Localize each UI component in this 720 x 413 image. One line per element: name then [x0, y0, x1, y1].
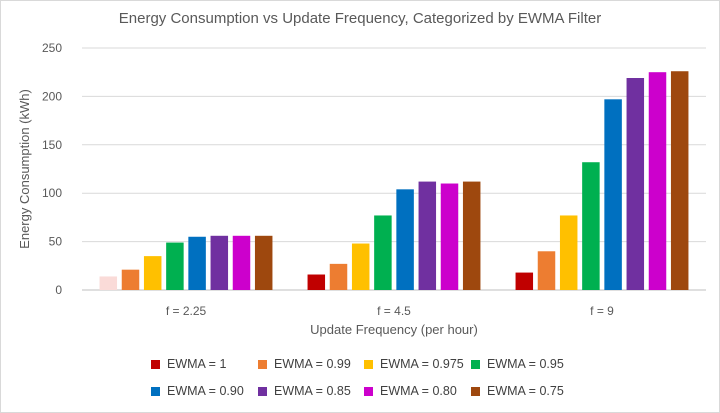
- y-tick-label: 200: [42, 89, 62, 103]
- legend-label: EWMA = 0.75: [487, 384, 564, 398]
- bar: [559, 215, 578, 290]
- x-tick-label: f = 2.25: [166, 304, 207, 318]
- legend-swatch: [258, 360, 267, 369]
- bar: [166, 242, 184, 290]
- y-tick-label: 250: [42, 41, 62, 55]
- legend-label: EWMA = 0.80: [380, 384, 457, 398]
- bar: [329, 263, 348, 290]
- bar: [670, 71, 689, 291]
- legend-swatch: [471, 360, 480, 369]
- bar: [515, 272, 534, 290]
- x-tick-label: f = 4.5: [377, 304, 411, 318]
- y-tick-label: 150: [42, 138, 62, 152]
- legend-label: EWMA = 0.99: [274, 357, 351, 371]
- bar: [462, 181, 481, 290]
- y-tick-label: 0: [55, 283, 62, 297]
- legend-item: EWMA = 0.85: [258, 384, 351, 398]
- legend-swatch: [471, 387, 480, 396]
- y-tick-label: 50: [49, 235, 63, 249]
- legend-swatch: [364, 360, 373, 369]
- y-tick-label: 100: [42, 186, 62, 200]
- bar: [648, 72, 667, 290]
- legend-swatch: [258, 387, 267, 396]
- legend-label: EWMA = 0.95: [487, 357, 564, 371]
- legend-swatch: [151, 360, 160, 369]
- bar: [121, 269, 140, 290]
- bar: [232, 235, 251, 290]
- bar: [307, 274, 326, 290]
- legend-label: EWMA = 0.975: [380, 357, 464, 371]
- bar: [582, 162, 600, 290]
- legend-swatch: [151, 387, 160, 396]
- bar: [99, 276, 118, 290]
- bars: [99, 71, 689, 291]
- legend-item: EWMA = 1: [151, 357, 226, 371]
- bar: [254, 235, 273, 290]
- bar: [188, 236, 206, 290]
- bar: [440, 183, 459, 290]
- bar: [351, 243, 370, 290]
- y-axis-label: Energy Consumption (kWh): [17, 89, 32, 249]
- legend-item: EWMA = 0.975: [364, 357, 464, 371]
- bar: [537, 251, 556, 290]
- bar: [418, 181, 437, 290]
- legend-label: EWMA = 0.85: [274, 384, 351, 398]
- x-axis-label: Update Frequency (per hour): [310, 322, 478, 337]
- bar: [210, 235, 229, 290]
- legend-item: EWMA = 0.90: [151, 384, 244, 398]
- legend-item: EWMA = 0.95: [471, 357, 564, 371]
- bar: [626, 78, 645, 291]
- x-tick-label: f = 9: [590, 304, 614, 318]
- y-axis-ticks: 0 50 100 150 200 250: [42, 41, 62, 297]
- legend-item: EWMA = 0.99: [258, 357, 351, 371]
- gridlines: [82, 47, 706, 291]
- bar: [374, 215, 392, 290]
- bar: [396, 189, 414, 290]
- chart-title: Energy Consumption vs Update Frequency, …: [118, 10, 602, 27]
- legend-item: EWMA = 0.80: [364, 384, 457, 398]
- legend-item: EWMA = 0.75: [471, 384, 564, 398]
- x-axis-ticks: f = 2.25 f = 4.5 f = 9: [166, 304, 614, 318]
- bar: [143, 256, 162, 290]
- legend-label: EWMA = 1: [167, 357, 227, 371]
- legend-label: EWMA = 0.90: [167, 384, 244, 398]
- bar: [604, 99, 622, 290]
- legend-swatch: [364, 387, 373, 396]
